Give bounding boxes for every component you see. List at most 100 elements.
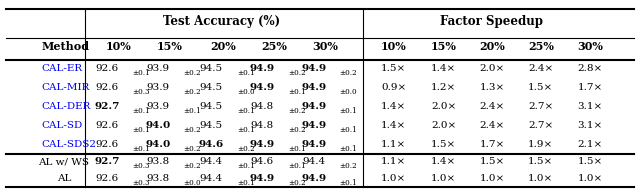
Text: 92.6: 92.6 bbox=[95, 174, 118, 183]
Text: 1.2×: 1.2× bbox=[431, 83, 456, 92]
Text: ±0.1: ±0.1 bbox=[237, 179, 255, 187]
Text: ±0.1: ±0.1 bbox=[288, 145, 306, 153]
Text: 1.4×: 1.4× bbox=[431, 64, 456, 74]
Text: 1.7×: 1.7× bbox=[577, 83, 603, 92]
Text: ±0.1: ±0.1 bbox=[132, 69, 150, 77]
Text: 0.9×: 0.9× bbox=[381, 83, 406, 92]
Text: ±0.1: ±0.1 bbox=[237, 69, 255, 77]
Text: ±0.0: ±0.0 bbox=[339, 88, 357, 96]
Text: ±0.2: ±0.2 bbox=[184, 145, 202, 153]
Text: ±0.2: ±0.2 bbox=[288, 107, 306, 115]
Text: 1.4×: 1.4× bbox=[431, 157, 456, 166]
Text: 94.4: 94.4 bbox=[200, 174, 223, 183]
Text: 94.9: 94.9 bbox=[250, 174, 275, 183]
Text: 20%: 20% bbox=[210, 41, 236, 52]
Text: 94.9: 94.9 bbox=[301, 121, 326, 130]
Text: 94.9: 94.9 bbox=[301, 174, 326, 183]
Text: 94.4: 94.4 bbox=[302, 157, 325, 166]
Text: 94.9: 94.9 bbox=[301, 83, 326, 92]
Text: ±0.2: ±0.2 bbox=[339, 69, 357, 77]
Text: ±0.2: ±0.2 bbox=[288, 179, 306, 187]
Text: ±0.1: ±0.1 bbox=[339, 126, 357, 134]
Text: ±0.1: ±0.1 bbox=[288, 162, 306, 170]
Text: 1.5×: 1.5× bbox=[381, 64, 406, 74]
Text: 1.1×: 1.1× bbox=[381, 157, 406, 166]
Text: 2.7×: 2.7× bbox=[528, 102, 554, 111]
Text: ±0.1: ±0.1 bbox=[237, 162, 255, 170]
Text: 94.6: 94.6 bbox=[198, 140, 224, 149]
Text: 2.0×: 2.0× bbox=[431, 102, 456, 111]
Text: 93.9: 93.9 bbox=[147, 83, 170, 92]
Text: 93.9: 93.9 bbox=[147, 64, 170, 74]
Text: 92.7: 92.7 bbox=[94, 157, 120, 166]
Text: 1.9×: 1.9× bbox=[528, 140, 554, 149]
Text: ±0.1: ±0.1 bbox=[339, 145, 357, 153]
Text: 15%: 15% bbox=[157, 41, 182, 52]
Text: 30%: 30% bbox=[577, 41, 603, 52]
Text: 1.4×: 1.4× bbox=[381, 102, 406, 111]
Text: 20%: 20% bbox=[479, 41, 505, 52]
Text: AL: AL bbox=[57, 174, 71, 183]
Text: 2.4×: 2.4× bbox=[528, 64, 554, 74]
Text: ±0.2: ±0.2 bbox=[184, 69, 202, 77]
Text: CAL-MIR: CAL-MIR bbox=[42, 83, 90, 92]
Text: 94.4: 94.4 bbox=[200, 157, 223, 166]
Text: ±0.2: ±0.2 bbox=[184, 126, 202, 134]
Text: ±0.1: ±0.1 bbox=[132, 126, 150, 134]
Text: ±0.3: ±0.3 bbox=[132, 162, 150, 170]
Text: 92.6: 92.6 bbox=[95, 140, 118, 149]
Text: 1.0×: 1.0× bbox=[577, 174, 603, 183]
Text: Factor Speedup: Factor Speedup bbox=[440, 15, 543, 28]
Text: 25%: 25% bbox=[528, 41, 554, 52]
Text: 2.1×: 2.1× bbox=[577, 140, 603, 149]
Text: 1.0×: 1.0× bbox=[479, 174, 505, 183]
Text: 94.5: 94.5 bbox=[200, 102, 223, 111]
Text: 92.6: 92.6 bbox=[95, 83, 118, 92]
Text: ±0.3: ±0.3 bbox=[132, 88, 150, 96]
Text: 1.5×: 1.5× bbox=[431, 140, 456, 149]
Text: 94.0: 94.0 bbox=[145, 140, 171, 149]
Text: ±0.1: ±0.1 bbox=[132, 145, 150, 153]
Text: CAL-ER: CAL-ER bbox=[42, 64, 83, 74]
Text: 92.6: 92.6 bbox=[95, 121, 118, 130]
Text: 2.4×: 2.4× bbox=[479, 121, 505, 130]
Text: 92.6: 92.6 bbox=[95, 64, 118, 74]
Text: CAL-SD: CAL-SD bbox=[42, 121, 83, 130]
Text: 10%: 10% bbox=[381, 41, 406, 52]
Text: 25%: 25% bbox=[261, 41, 287, 52]
Text: ±0.2: ±0.2 bbox=[288, 126, 306, 134]
Text: 94.5: 94.5 bbox=[200, 64, 223, 74]
Text: 10%: 10% bbox=[106, 41, 131, 52]
Text: 94.8: 94.8 bbox=[251, 102, 274, 111]
Text: ±0.1: ±0.1 bbox=[288, 88, 306, 96]
Text: 2.0×: 2.0× bbox=[431, 121, 456, 130]
Text: 1.0×: 1.0× bbox=[381, 174, 406, 183]
Text: 93.8: 93.8 bbox=[147, 174, 170, 183]
Text: 1.5×: 1.5× bbox=[577, 157, 603, 166]
Text: 3.1×: 3.1× bbox=[577, 121, 603, 130]
Text: 1.5×: 1.5× bbox=[479, 157, 505, 166]
Text: ±0.2: ±0.2 bbox=[184, 162, 202, 170]
Text: ±0.2: ±0.2 bbox=[288, 69, 306, 77]
Text: ±0.2: ±0.2 bbox=[237, 145, 255, 153]
Text: 1.5×: 1.5× bbox=[528, 83, 554, 92]
Text: 94.9: 94.9 bbox=[301, 102, 326, 111]
Text: 1.4×: 1.4× bbox=[381, 121, 406, 130]
Text: ±0.1: ±0.1 bbox=[237, 126, 255, 134]
Text: 94.9: 94.9 bbox=[301, 64, 326, 74]
Text: 94.9: 94.9 bbox=[250, 64, 275, 74]
Text: 1.0×: 1.0× bbox=[431, 174, 456, 183]
Text: 30%: 30% bbox=[312, 41, 338, 52]
Text: ±0.1: ±0.1 bbox=[237, 107, 255, 115]
Text: ±0.0: ±0.0 bbox=[184, 179, 202, 187]
Text: 1.0×: 1.0× bbox=[528, 174, 554, 183]
Text: 93.8: 93.8 bbox=[147, 157, 170, 166]
Text: ±0.1: ±0.1 bbox=[184, 107, 202, 115]
Text: 15%: 15% bbox=[431, 41, 456, 52]
Text: ±0.0: ±0.0 bbox=[237, 88, 255, 96]
Text: ±0.2: ±0.2 bbox=[184, 88, 202, 96]
Text: 94.6: 94.6 bbox=[251, 157, 274, 166]
Text: 1.3×: 1.3× bbox=[479, 83, 505, 92]
Text: 94.9: 94.9 bbox=[250, 140, 275, 149]
Text: 2.7×: 2.7× bbox=[528, 121, 554, 130]
